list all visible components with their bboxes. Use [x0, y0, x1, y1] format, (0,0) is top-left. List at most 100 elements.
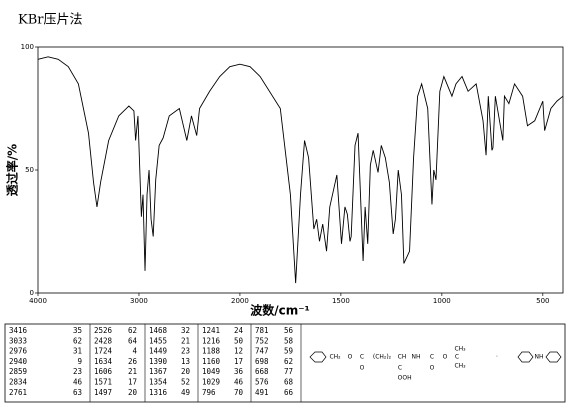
peak-transmittance: 63 [73, 388, 82, 397]
peak-transmittance: 68 [284, 378, 294, 387]
structure-label: (CH₂)₂ [373, 354, 392, 361]
x-axis-label: 波数/cm⁻¹ [250, 303, 310, 318]
peak-wavenumber: 668 [255, 367, 269, 376]
peak-transmittance: 21 [128, 367, 137, 376]
peak-transmittance: 23 [73, 367, 82, 376]
peak-transmittance: 46 [73, 378, 83, 387]
peak-wavenumber: 1571 [94, 378, 112, 387]
peak-transmittance: 64 [128, 336, 138, 345]
peak-transmittance: 50 [234, 336, 244, 345]
peak-wavenumber: 1497 [94, 388, 112, 397]
structure-label: CH₃ [454, 346, 466, 353]
peak-transmittance: 62 [128, 326, 137, 335]
x-tick-label: 1000 [433, 297, 451, 305]
peak-wavenumber: 1241 [202, 326, 220, 335]
plot-frame [37, 46, 564, 294]
structure-label: NH [412, 354, 421, 361]
structure-label: CH₂ [329, 354, 341, 361]
peak-wavenumber: 1029 [202, 378, 220, 387]
peak-transmittance: 35 [73, 326, 82, 335]
peak-transmittance: 46 [234, 378, 244, 387]
peak-wavenumber: 2859 [9, 367, 27, 376]
peak-transmittance: 62 [284, 357, 293, 366]
peak-wavenumber: 1049 [202, 367, 220, 376]
structure-label: C [398, 365, 402, 372]
peak-transmittance: 24 [234, 326, 244, 335]
benzene-ring [309, 351, 327, 363]
x-tick-label: 1500 [332, 297, 350, 305]
peak-transmittance: 12 [234, 347, 243, 356]
structure-label: CH₃ [454, 363, 466, 370]
peak-transmittance: 17 [128, 378, 137, 387]
cyclohexane-ring [517, 351, 534, 363]
structure-label: C [455, 354, 459, 361]
peak-wavenumber: 2428 [94, 336, 113, 345]
x-tick-label: 500 [536, 297, 549, 305]
peak-transmittance: 62 [73, 336, 82, 345]
x-tick-label: 2000 [231, 297, 249, 305]
peak-wavenumber: 1634 [94, 357, 113, 366]
peak-wavenumber: 1606 [94, 367, 113, 376]
peak-wavenumber: 2834 [9, 378, 28, 387]
structure-label: O [430, 365, 435, 372]
peak-transmittance: 56 [284, 326, 294, 335]
structure-label: O [360, 365, 365, 372]
peak-transmittance: 9 [77, 357, 82, 366]
peak-wavenumber: 1724 [94, 347, 113, 356]
structure-label: OH [402, 375, 411, 382]
peak-wavenumber: 1468 [149, 326, 168, 335]
peak-wavenumber: 781 [255, 326, 269, 335]
peak-transmittance: 66 [284, 388, 294, 397]
structure-label: C [430, 354, 434, 361]
structure-label: O [398, 375, 403, 382]
y-tick-label: 50 [25, 166, 34, 174]
peak-wavenumber: 796 [202, 388, 216, 397]
structure-label: CH [398, 354, 407, 361]
table-frame [4, 323, 566, 403]
peak-wavenumber: 698 [255, 357, 269, 366]
peak-transmittance: 23 [181, 347, 190, 356]
peak-wavenumber: 747 [255, 347, 269, 356]
peak-wavenumber: 576 [255, 378, 269, 387]
peak-wavenumber: 1216 [202, 336, 221, 345]
y-tick-label: 0 [30, 289, 34, 297]
peak-wavenumber: 1316 [149, 388, 168, 397]
peak-transmittance: 20 [181, 367, 191, 376]
structure-label: O [348, 354, 353, 361]
peak-transmittance: 36 [234, 367, 244, 376]
spectrum-line [37, 56, 564, 284]
peak-transmittance: 77 [284, 367, 293, 376]
peak-wavenumber: 2761 [9, 388, 27, 397]
y-tick-label: 100 [21, 43, 34, 51]
cyclohexane-ring [545, 351, 562, 363]
peak-wavenumber: 491 [255, 388, 269, 397]
peak-wavenumber: 2976 [9, 347, 28, 356]
peak-transmittance: 59 [284, 347, 293, 356]
peak-transmittance: 49 [181, 388, 190, 397]
peak-wavenumber: 1455 [149, 336, 167, 345]
structure-label: O [443, 354, 448, 361]
y-axis-label: 透过率/% [5, 144, 20, 196]
peak-wavenumber: 1160 [202, 357, 221, 366]
peak-transmittance: 70 [234, 388, 244, 397]
peak-wavenumber: 1449 [149, 347, 167, 356]
peak-transmittance: 52 [181, 378, 190, 387]
peak-wavenumber: 1390 [149, 357, 168, 366]
peak-transmittance: 4 [132, 347, 137, 356]
structure-label: · [496, 354, 498, 361]
peak-transmittance: 58 [284, 336, 294, 345]
peak-wavenumber: 1367 [149, 367, 167, 376]
peak-transmittance: 13 [181, 357, 190, 366]
peak-transmittance: 17 [234, 357, 243, 366]
x-tick-label: 3000 [130, 297, 148, 305]
peak-wavenumber: 752 [255, 336, 269, 345]
peak-transmittance: 26 [128, 357, 138, 366]
peak-wavenumber: 3416 [9, 326, 28, 335]
structure-label: NH [535, 354, 544, 361]
peak-transmittance: 21 [181, 336, 190, 345]
peak-transmittance: 20 [128, 388, 138, 397]
structure-label: C [360, 354, 364, 361]
chart-title: KBr压片法 [18, 13, 82, 28]
peak-wavenumber: 3033 [9, 336, 27, 345]
